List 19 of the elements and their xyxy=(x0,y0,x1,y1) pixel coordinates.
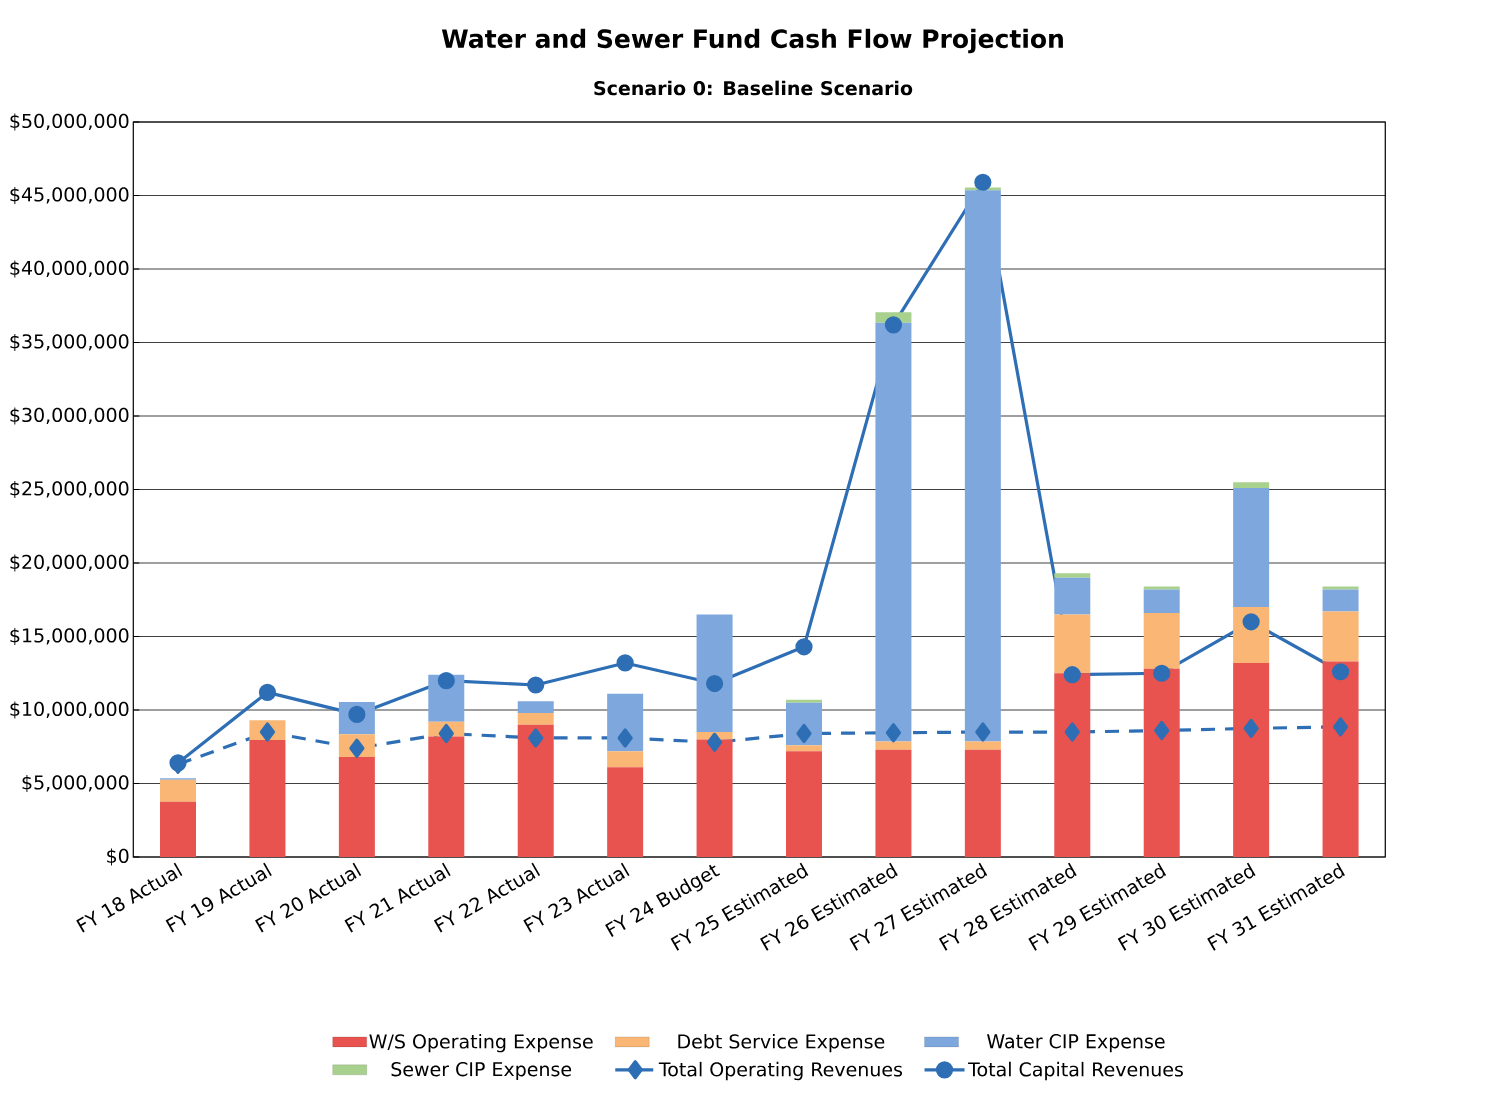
y-tick-label: $50,000,000 xyxy=(10,113,129,131)
y-tick-label: $5,000,000 xyxy=(22,774,129,793)
y-tick-label: $15,000,000 xyxy=(10,627,129,646)
legend-label: Water CIP Expense xyxy=(987,1034,1165,1053)
legend-label: W/S Operating Expense xyxy=(369,1033,593,1053)
chart-title: Water and Sewer Fund Cash Flow Projection xyxy=(441,28,1063,54)
y-tick-label: $25,000,000 xyxy=(10,480,129,499)
y-tick-label: $20,000,000 xyxy=(10,554,129,572)
y-tick-label: $30,000,000 xyxy=(10,407,129,425)
legend-label: Sewer CIP Expense xyxy=(391,1062,572,1081)
y-tick-label: $10,000,000 xyxy=(10,701,129,719)
legend-label: Debt Service Expense xyxy=(678,1033,885,1053)
y-tick-label: $35,000,000 xyxy=(10,333,129,352)
legend-label: Total Capital Revenues xyxy=(968,1061,1183,1081)
y-tick-label: $0 xyxy=(107,848,129,866)
y-tick-label: $45,000,000 xyxy=(10,186,129,205)
y-tick-label: $40,000,000 xyxy=(10,260,129,278)
chart-subtitle: Scenario 0: Baseline Scenario xyxy=(594,80,913,96)
legend-label: Total Operating Revenues xyxy=(658,1061,903,1081)
